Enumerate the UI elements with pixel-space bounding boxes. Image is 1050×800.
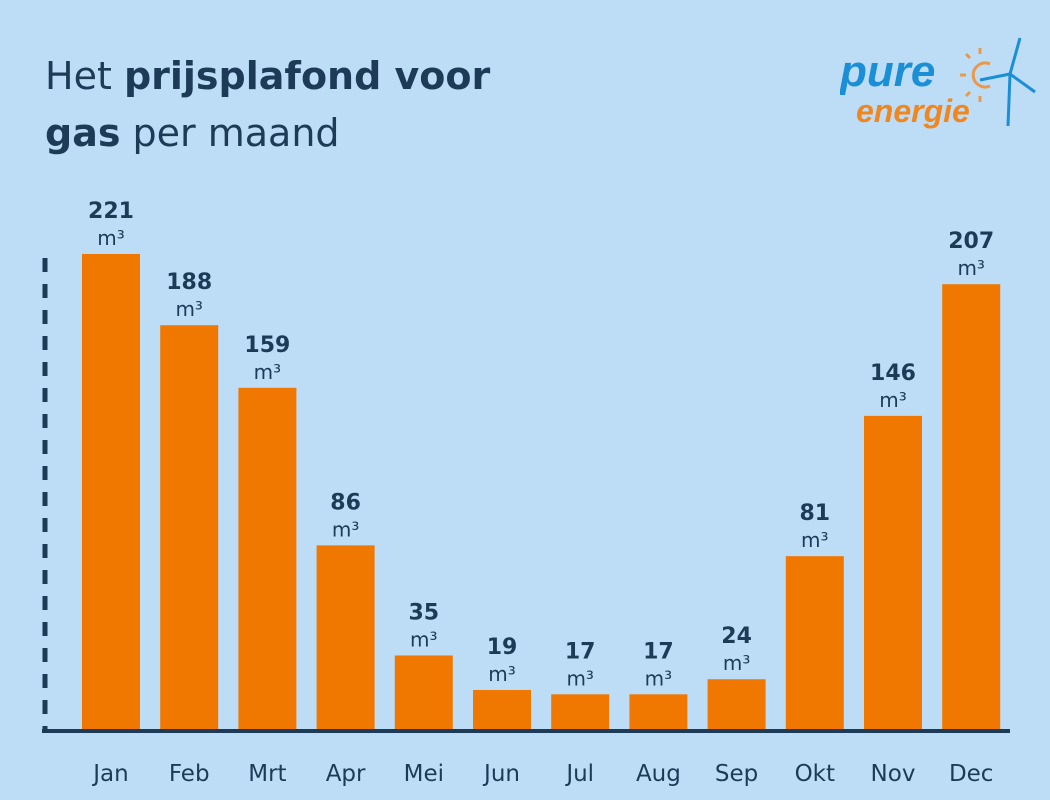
title-bold-part: prijsplafond voor — [123, 54, 491, 98]
wind-turbine-icon — [979, 37, 1036, 127]
data-label-value: 17 — [565, 639, 596, 664]
x-tick-label: Apr — [326, 761, 366, 787]
bar-mei — [394, 655, 453, 731]
bar-jan — [82, 254, 140, 731]
x-tick-label: Mei — [404, 761, 444, 787]
bar-aug — [629, 694, 688, 731]
chart-title: Het prijsplafond voor gas per maand — [45, 48, 490, 162]
data-label-unit: m³ — [645, 666, 673, 690]
title-part: Het — [45, 54, 124, 98]
sun-icon — [960, 48, 991, 102]
x-tick-label: Jan — [91, 761, 128, 787]
x-tick-label: Aug — [636, 761, 681, 787]
data-label-unit: m³ — [254, 360, 282, 384]
x-tick-label: Dec — [949, 761, 994, 787]
bar-jul — [551, 694, 610, 731]
x-tick-label: Jul — [564, 761, 594, 787]
data-label-unit: m³ — [175, 297, 203, 321]
x-tick-label: Feb — [169, 761, 210, 787]
data-label-value: 19 — [487, 635, 518, 660]
bar-mrt — [238, 387, 297, 731]
data-label-value: 81 — [799, 501, 830, 526]
bar-apr — [316, 545, 375, 731]
x-tick-label: Nov — [871, 761, 916, 787]
x-tick-label: Mrt — [248, 761, 286, 787]
bar-dec — [942, 284, 1001, 731]
data-label-value: 221 — [88, 199, 134, 224]
pure-energie-logo: pure energie — [840, 37, 1036, 129]
x-tick-label: Sep — [715, 761, 758, 787]
data-label-value: 207 — [948, 229, 994, 254]
logo-text-pure: pure — [840, 47, 935, 96]
data-label-value: 35 — [408, 600, 439, 625]
bar-nov — [864, 415, 922, 731]
bar-feb — [160, 325, 219, 731]
title-bold-part: gas — [45, 111, 121, 155]
data-label-value: 24 — [721, 624, 752, 649]
data-label-value: 17 — [643, 639, 674, 664]
data-label-unit: m³ — [488, 662, 516, 686]
data-label-unit: m³ — [879, 388, 907, 412]
bar-sep — [707, 679, 766, 731]
data-label-unit: m³ — [566, 666, 594, 690]
x-tick-label: Okt — [795, 761, 835, 787]
x-tick-label: Jun — [482, 761, 520, 787]
bar-jun — [473, 689, 531, 731]
data-label-unit: m³ — [957, 256, 985, 280]
bar-okt — [785, 556, 844, 731]
data-label-value: 188 — [166, 270, 212, 295]
data-label-value: 146 — [870, 361, 916, 386]
data-label-value: 159 — [244, 333, 290, 358]
logo-text-energie: energie — [856, 93, 970, 129]
data-label-unit: m³ — [410, 627, 438, 651]
title-part: per maand — [120, 111, 340, 155]
data-label-unit: m³ — [97, 226, 125, 250]
data-label-unit: m³ — [723, 651, 751, 675]
data-label-unit: m³ — [332, 517, 360, 541]
data-label-value: 86 — [330, 490, 361, 515]
data-label-unit: m³ — [801, 528, 829, 552]
